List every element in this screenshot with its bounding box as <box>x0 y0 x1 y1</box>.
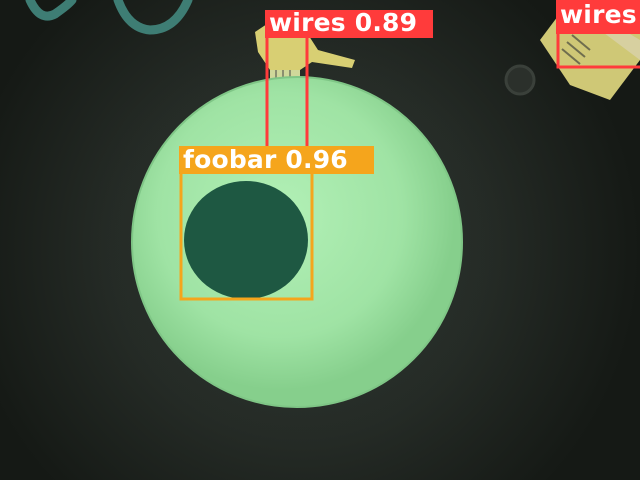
bbox-label-bg <box>179 146 374 174</box>
detection-label-wires-2: wires <box>560 0 637 29</box>
bbox-label-bg <box>556 0 640 34</box>
detection-label-wires-1: wires 0.89 <box>269 8 418 37</box>
bbox-label-bg <box>265 10 433 38</box>
gear-outline-icon <box>25 0 193 35</box>
bbox-foobar <box>179 146 374 301</box>
bbox-wires-2 <box>556 0 640 69</box>
dark-spot <box>184 181 308 299</box>
bbox-wires-1 <box>265 10 433 159</box>
detection-label-foobar: foobar 0.96 <box>183 145 348 174</box>
